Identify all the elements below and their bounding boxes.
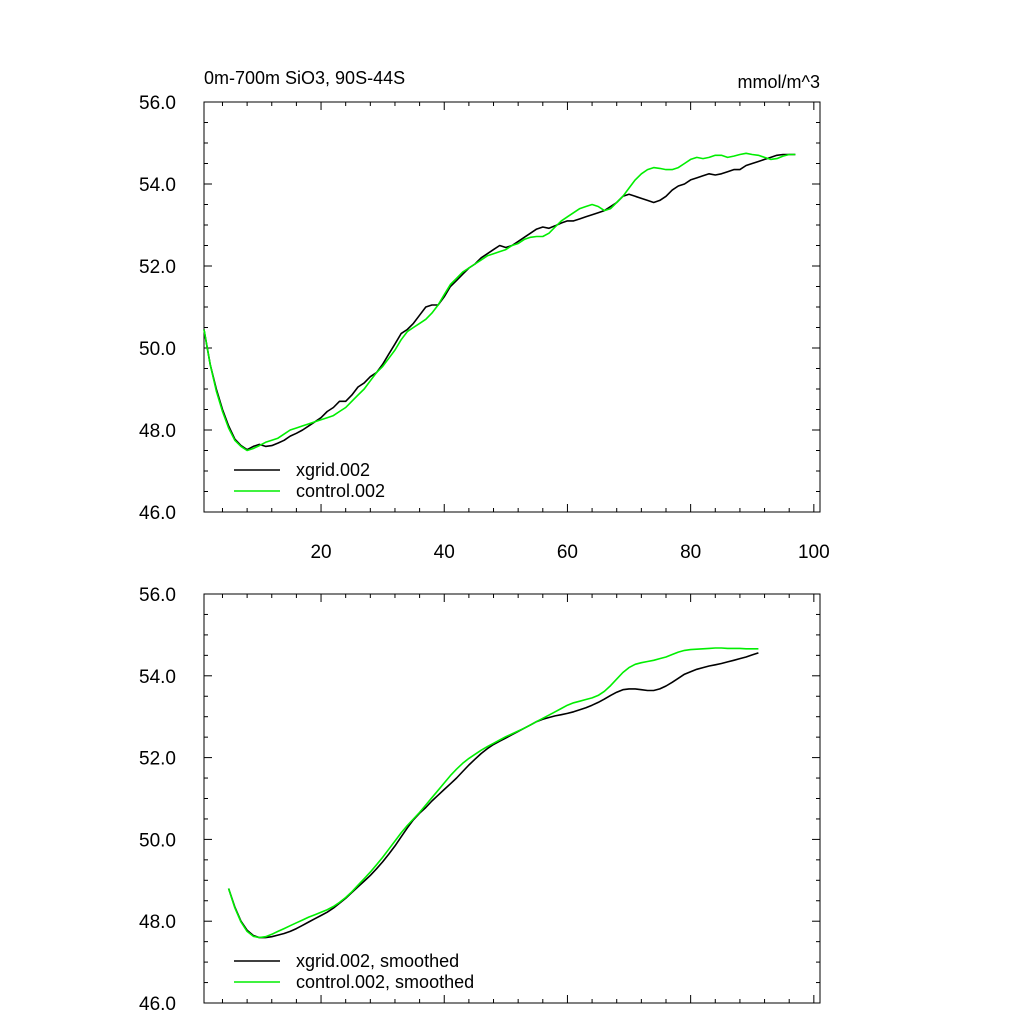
y-tick-label: 52.0 — [139, 257, 176, 278]
series-line-control — [203, 152, 796, 452]
y-tick-label: 50.0 — [139, 830, 176, 851]
bottom-panel: 46.0 48.0 50.0 52.0 54.0 56.0 xgrid.002, smoot… — [139, 585, 821, 1015]
x-tick-label: 100 — [798, 542, 830, 563]
legend-label: control.002 — [296, 481, 385, 501]
series-line-xgrid — [203, 153, 796, 451]
y-tick-label: 54.0 — [139, 175, 176, 196]
series-line-control — [227, 647, 759, 939]
legend-label: xgrid.002, smoothed — [296, 951, 459, 971]
y-tick-label: 46.0 — [139, 503, 176, 524]
y-tick-label: 46.0 — [139, 994, 176, 1015]
plot-frame — [203, 593, 821, 1004]
y-tick-label: 56.0 — [139, 93, 176, 114]
plot-frame — [203, 101, 821, 513]
legend-label: xgrid.002 — [296, 460, 370, 480]
y-tick-label: 56.0 — [139, 585, 176, 606]
x-tick-label: 20 — [310, 542, 331, 563]
series-line-xgrid — [227, 652, 759, 939]
units-label: mmol/m^3 — [738, 72, 820, 92]
top-panel: 46.0 48.0 50.0 52.0 54.0 56.0 20 40 60 80 100 xgrid… — [139, 93, 830, 563]
chart-title: 0m-700m SiO3, 90S-44S — [204, 68, 405, 88]
y-tick-label: 54.0 — [139, 667, 176, 688]
legend-label: control.002, smoothed — [296, 972, 474, 992]
x-tick-label: 40 — [434, 542, 455, 563]
x-tick-label: 80 — [680, 542, 701, 563]
y-tick-label: 52.0 — [139, 749, 176, 770]
y-tick-label: 50.0 — [139, 339, 176, 360]
y-tick-label: 48.0 — [139, 421, 176, 442]
y-tick-label: 48.0 — [139, 912, 176, 933]
x-tick-label: 60 — [557, 542, 578, 563]
